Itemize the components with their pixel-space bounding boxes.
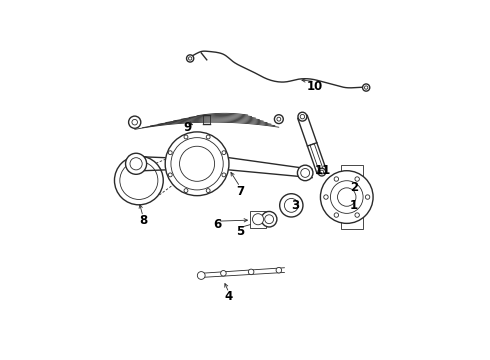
Circle shape xyxy=(363,84,370,91)
Text: 8: 8 xyxy=(139,214,147,227)
Circle shape xyxy=(320,171,373,223)
Text: 4: 4 xyxy=(225,290,233,303)
Text: 1: 1 xyxy=(350,199,358,212)
Circle shape xyxy=(330,181,363,213)
Circle shape xyxy=(318,168,326,176)
Circle shape xyxy=(355,177,359,181)
Circle shape xyxy=(252,214,264,225)
Circle shape xyxy=(125,153,147,174)
Text: 10: 10 xyxy=(307,80,323,93)
Circle shape xyxy=(334,177,339,181)
Circle shape xyxy=(300,114,305,119)
Circle shape xyxy=(298,112,307,121)
Circle shape xyxy=(284,198,298,212)
Circle shape xyxy=(184,189,188,193)
Circle shape xyxy=(355,213,359,217)
Circle shape xyxy=(128,116,141,128)
Circle shape xyxy=(334,213,339,217)
Circle shape xyxy=(338,188,356,206)
Circle shape xyxy=(187,55,194,62)
Polygon shape xyxy=(341,165,364,229)
Polygon shape xyxy=(298,115,326,174)
Circle shape xyxy=(169,173,172,177)
Circle shape xyxy=(276,267,282,273)
Circle shape xyxy=(120,161,158,199)
Circle shape xyxy=(365,86,368,89)
Text: 6: 6 xyxy=(214,218,222,231)
Circle shape xyxy=(206,135,210,139)
Polygon shape xyxy=(310,144,324,173)
Circle shape xyxy=(165,132,229,196)
Text: 7: 7 xyxy=(236,185,244,198)
Circle shape xyxy=(184,135,188,139)
Circle shape xyxy=(277,117,281,121)
Text: 3: 3 xyxy=(292,199,299,212)
Circle shape xyxy=(320,170,324,174)
Circle shape xyxy=(265,215,273,224)
Circle shape xyxy=(130,158,142,170)
Text: 5: 5 xyxy=(236,225,244,238)
Circle shape xyxy=(222,151,226,155)
Circle shape xyxy=(274,115,283,123)
Circle shape xyxy=(366,195,370,199)
Circle shape xyxy=(132,120,138,125)
Text: 11: 11 xyxy=(315,164,331,177)
Circle shape xyxy=(301,168,310,177)
Polygon shape xyxy=(250,211,266,228)
Circle shape xyxy=(222,173,226,177)
Circle shape xyxy=(206,189,210,193)
Circle shape xyxy=(248,269,254,275)
Circle shape xyxy=(115,156,163,205)
Circle shape xyxy=(189,57,192,60)
Text: 9: 9 xyxy=(183,121,192,134)
Circle shape xyxy=(280,194,303,217)
Circle shape xyxy=(171,138,223,190)
Circle shape xyxy=(179,146,215,181)
Circle shape xyxy=(220,270,226,276)
Circle shape xyxy=(197,271,205,279)
Circle shape xyxy=(169,151,172,155)
Circle shape xyxy=(297,165,313,181)
Text: 2: 2 xyxy=(350,181,358,194)
Circle shape xyxy=(324,195,328,199)
Circle shape xyxy=(261,211,277,227)
